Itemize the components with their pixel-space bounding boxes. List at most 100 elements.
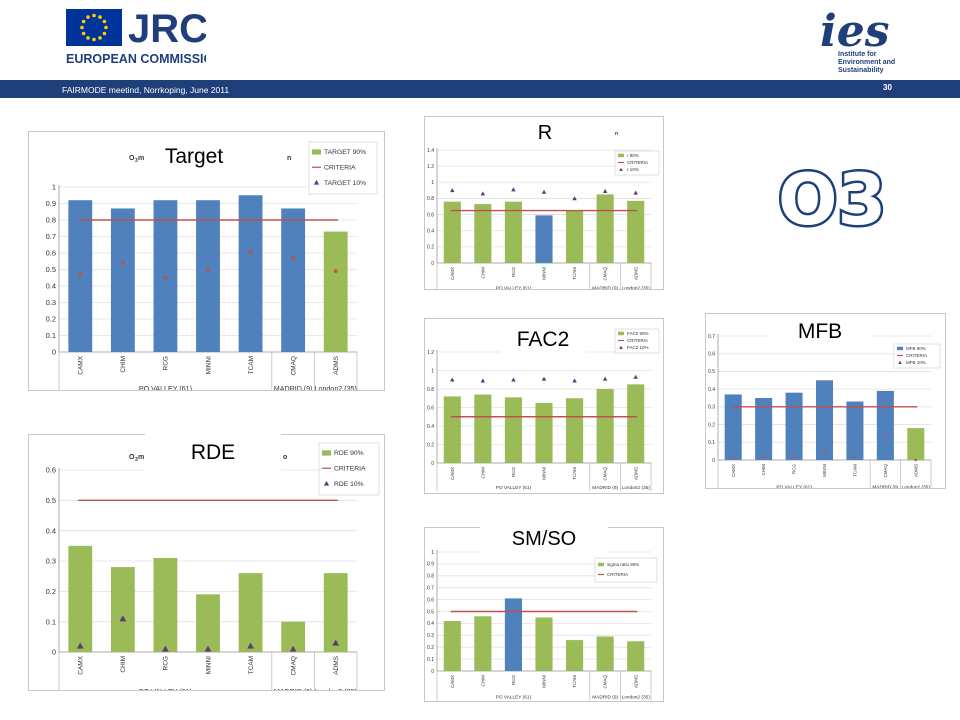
category-label-adms: ADMS [633, 267, 638, 280]
y-tick-label: 0.7 [708, 334, 715, 340]
target-label: Target [144, 140, 244, 174]
bar-tcam [566, 398, 584, 463]
group-label: PO VALLEY (61) [776, 485, 812, 488]
o3-title-text: O3 [778, 160, 884, 240]
category-label-rcg: RCG [163, 656, 170, 670]
legend-swatch [898, 360, 902, 364]
bar-minni [196, 200, 220, 352]
category-label-cmaq: CMAQ [883, 464, 888, 478]
eu-star-icon [102, 19, 107, 24]
y-tick-label: 0.4 [46, 282, 56, 291]
target-chart-panel: 0 0.1 0.2 0.3 0.4 0.5 0.6 0.7 0.8 0.9 1 CAMX CHIM RCG… [28, 131, 385, 391]
bar-chim [110, 208, 135, 352]
r-label: R [480, 118, 610, 148]
legend-swatch [312, 149, 321, 155]
category-label-adms: ADMS [913, 464, 918, 477]
y-tick-label: 0 [52, 348, 56, 357]
category-label-chim: CHIM [480, 675, 485, 687]
category-label-adms: ADMS [333, 355, 340, 374]
marker-camx [76, 642, 84, 649]
y-tick-label: 0.6 [427, 405, 434, 411]
rde-chart: 0 0.1 0.2 0.3 0.4 0.5 0.6 CAMX CHIM RCG MINNI TCAM C… [46, 442, 380, 690]
bar-minni [535, 402, 553, 463]
marker-chim [480, 378, 486, 383]
eu-star-icon [86, 15, 90, 19]
category-label-adms: ADMS [633, 467, 638, 480]
ies-subtitle-1: Institute for [838, 51, 877, 58]
y-tick-label: 0.8 [46, 216, 56, 225]
legend-swatch [322, 450, 331, 456]
eu-star-icon [92, 37, 96, 42]
category-label-chim: CHIM [120, 656, 127, 673]
legend-swatch [618, 153, 624, 158]
european-commission-text: EUROPEAN COMMISSION [66, 52, 206, 66]
y-tick-label: 0 [712, 458, 715, 464]
bar-minni [535, 215, 553, 263]
bar-camx [443, 396, 461, 463]
y-tick-label: 0.1 [427, 657, 434, 663]
marker-adms [633, 190, 638, 195]
category-label-chim: CHIM [480, 267, 485, 279]
category-label-tcam: TCAM [572, 267, 577, 280]
y-tick-label: 0 [52, 648, 56, 657]
legend-swatch [619, 167, 623, 171]
group-label: PO VALLEY (61) [139, 385, 192, 390]
chart-title-fragment: o [283, 454, 287, 461]
bar-camx [443, 201, 461, 263]
category-label-rcg: RCG [163, 356, 170, 370]
category-label-tcam: TCAM [248, 356, 255, 374]
r-chart-panel: 0 0.2 0.4 0.6 0.8 1 1.2 1.4 CAMX CHIM RCG MINNI TCAM… [424, 116, 664, 290]
category-label-chim: CHIM [480, 467, 485, 479]
bar-chim [474, 394, 492, 463]
chart-title-fragment: n [287, 155, 291, 162]
legend-entry: RDE 90% [334, 450, 364, 457]
y-tick-label: 0.5 [46, 265, 56, 274]
eu-star-icon [92, 13, 96, 18]
legend-entry: FAC2 10% [627, 345, 649, 350]
y-tick-label: 0.4 [427, 228, 434, 234]
fac2-chart: 0 0.2 0.4 0.6 0.8 1 1.2 CAMX CHIM RCG MINNI TCAM CMA… [427, 328, 660, 492]
category-label-rcg: RCG [511, 467, 516, 477]
y-tick-label: 0.6 [46, 466, 56, 475]
bar-cmaq [876, 390, 894, 460]
chart-title-fragment: O [129, 454, 135, 461]
bar-chim [474, 204, 492, 263]
legend-swatch [313, 179, 320, 185]
category-label-minni: MINNI [205, 656, 212, 675]
marker-rcg [792, 455, 796, 458]
eu-star-icon [98, 36, 102, 40]
marker-adms [333, 269, 338, 274]
y-tick-label: 1.2 [427, 350, 434, 356]
category-label-camx: CAMX [78, 655, 85, 674]
fac2-label: FAC2 [500, 324, 586, 356]
group-label: London2 (35) [622, 285, 651, 289]
group-label: MADRID (9) [274, 688, 313, 690]
category-label-minni: MINNI [822, 464, 827, 477]
marker-minni [541, 376, 547, 381]
legend-entry: TARGET 10% [324, 180, 366, 187]
bar-adms [323, 573, 348, 652]
category-label-cmaq: CMAQ [603, 267, 608, 281]
chart-title-fragment: O [129, 155, 135, 162]
y-tick-label: 0.3 [46, 298, 56, 307]
y-tick-label: 0.5 [46, 496, 56, 505]
y-tick-label: 0.4 [427, 424, 434, 430]
y-tick-label: 0.7 [46, 232, 56, 241]
marker-adms [633, 374, 638, 379]
eu-star-icon [80, 25, 84, 30]
bar-rcg [504, 397, 522, 463]
y-tick-label: 0 [431, 669, 434, 675]
rde-label: RDE [145, 434, 281, 472]
chart-title-fragment: m [138, 155, 144, 162]
group-label: London2 (35) [315, 385, 357, 390]
marker-adms [332, 639, 340, 646]
marker-chim [120, 261, 125, 265]
group-label: MADRID (9) [872, 485, 898, 488]
group-label: PO VALLEY (61) [139, 688, 192, 690]
chart-title-fragment: n [615, 131, 618, 137]
bar-adms [627, 384, 645, 463]
chart-title-fragment: m [138, 454, 144, 461]
category-label-cmaq: CMAQ [290, 656, 297, 676]
category-label-tcam: TCAM [853, 464, 858, 477]
y-tick-label: 0.1 [708, 440, 715, 446]
